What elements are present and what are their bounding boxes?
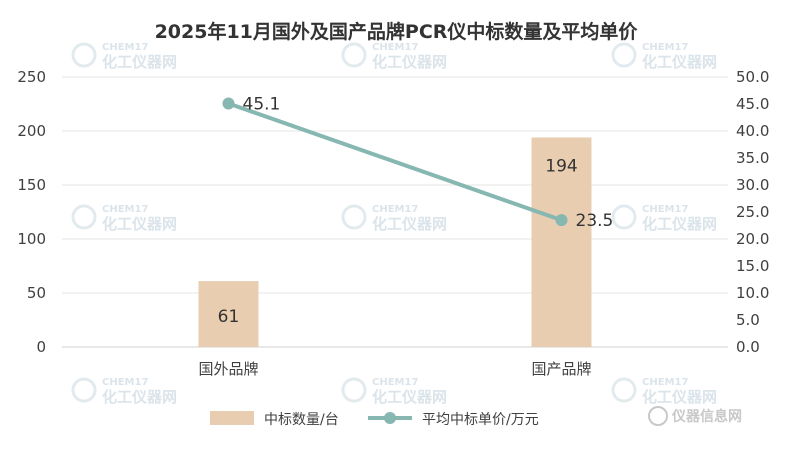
watermark-logo-icon xyxy=(341,377,367,403)
watermark-en: CHEM17 xyxy=(102,377,148,388)
watermark-en: CHEM17 xyxy=(102,204,148,215)
watermark-en: CHEM17 xyxy=(372,42,418,53)
y-right-tick-label: 30.0 xyxy=(736,176,769,194)
y-right-tick-label: 20.0 xyxy=(736,230,769,248)
watermark-logo-icon xyxy=(341,204,367,230)
legend-label: 中标数量/台 xyxy=(264,412,339,428)
y-right-tick-label: 35.0 xyxy=(736,149,769,167)
line-series: 45.1 23.5 xyxy=(222,94,614,231)
legend-swatch-marker xyxy=(384,412,396,424)
y-left-tick-label: 250 xyxy=(17,68,46,86)
series-line xyxy=(227,101,563,222)
watermark-cn: 化工仪器网 xyxy=(642,215,717,233)
y-left-tick-label: 0 xyxy=(36,338,46,356)
brand-logo-icon xyxy=(648,406,668,426)
watermark-logo-icon xyxy=(611,204,637,230)
line-point xyxy=(555,214,568,227)
x-tick-label: 国产品牌 xyxy=(531,360,591,378)
y-right-tick-label: 0.0 xyxy=(736,338,760,356)
y-left-tick-label: 150 xyxy=(17,176,46,194)
y-right-tick-label: 45.0 xyxy=(736,95,769,113)
watermark-cn: 化工仪器网 xyxy=(102,215,177,233)
watermark-en: CHEM17 xyxy=(372,204,418,215)
watermark-cn: 化工仪器网 xyxy=(642,53,717,71)
watermark-en: CHEM17 xyxy=(642,42,688,53)
watermark-logo-icon xyxy=(71,377,97,403)
y-right-tick-label: 15.0 xyxy=(736,257,769,275)
watermark-logo-icon xyxy=(341,42,367,68)
watermark-layer: CHEM17化工仪器网CHEM17化工仪器网CHEM17化工仪器网CHEM17化… xyxy=(71,42,717,406)
line-data-label: 23.5 xyxy=(576,211,614,231)
watermark-en: CHEM17 xyxy=(642,204,688,215)
bar-data-label: 194 xyxy=(545,156,577,176)
legend: 中标数量/台 平均中标单价/万元 xyxy=(210,411,539,428)
brand-watermark: 仪器信息网 xyxy=(648,406,742,426)
watermark-logo-icon xyxy=(71,42,97,68)
line-point xyxy=(222,97,235,110)
brand-text: 仪器信息网 xyxy=(671,408,742,425)
chart-title: 2025年11月国外及国产品牌PCR仪中标数量及平均单价 xyxy=(155,20,639,43)
legend-swatch-bar xyxy=(210,411,254,425)
watermark-cn: 化工仪器网 xyxy=(102,53,177,71)
gridlines xyxy=(62,76,728,348)
watermark-cn: 化工仪器网 xyxy=(642,388,717,406)
y-right-tick-label: 50.0 xyxy=(736,68,769,86)
bar-data-label: 61 xyxy=(218,307,240,327)
y-right-tick-label: 5.0 xyxy=(736,311,760,329)
watermark-logo-icon xyxy=(611,377,637,403)
watermark-cn: 化工仪器网 xyxy=(372,215,447,233)
y-right-tick-label: 25.0 xyxy=(736,203,769,221)
watermark-cn: 化工仪器网 xyxy=(372,53,447,71)
y-left-tick-label: 100 xyxy=(17,230,46,248)
legend-label: 平均中标单价/万元 xyxy=(422,412,539,428)
line-data-label: 45.1 xyxy=(243,94,281,114)
watermark-en: CHEM17 xyxy=(642,377,688,388)
watermark-logo-icon xyxy=(71,204,97,230)
watermark-en: CHEM17 xyxy=(102,42,148,53)
watermark-en: CHEM17 xyxy=(372,377,418,388)
y-right-tick-label: 10.0 xyxy=(736,284,769,302)
watermark-cn: 化工仪器网 xyxy=(102,388,177,406)
y-left-tick-label: 200 xyxy=(17,122,46,140)
watermark-logo-icon xyxy=(611,42,637,68)
axes: 0 50 100 150 200 250 0.0 5.0 10.0 15.0 20.0 25.0 30.… xyxy=(17,68,769,378)
x-tick-label: 国外品牌 xyxy=(198,360,258,378)
bar xyxy=(531,137,592,347)
y-right-tick-label: 40.0 xyxy=(736,122,769,140)
watermark-cn: 化工仪器网 xyxy=(372,388,447,406)
y-left-tick-label: 50 xyxy=(27,284,46,302)
bar xyxy=(198,281,259,347)
bars: 61 194 xyxy=(198,137,592,347)
